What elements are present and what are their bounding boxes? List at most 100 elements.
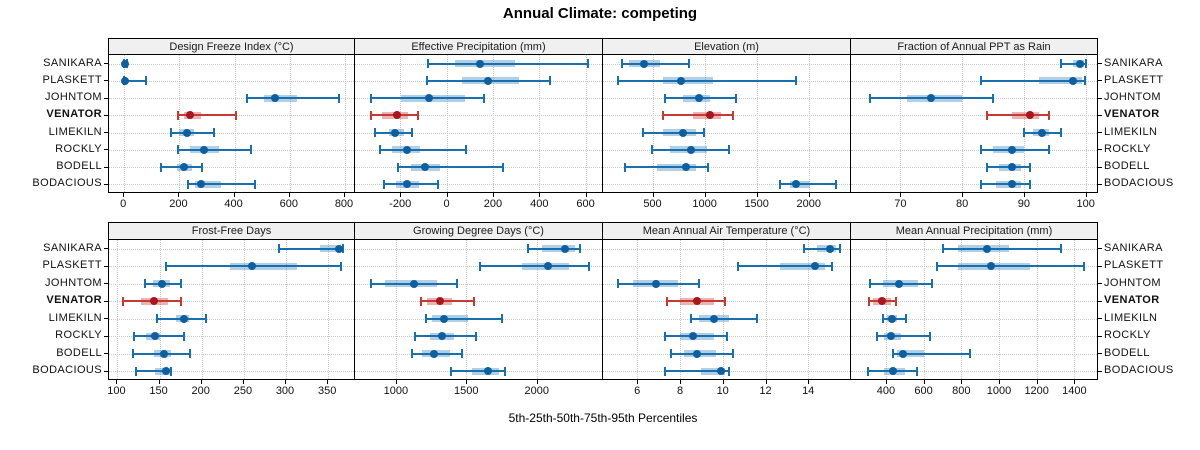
gridline-v (637, 240, 639, 379)
gridline-v (680, 240, 681, 379)
gridline-h (109, 167, 354, 169)
percentile-whisker-5-95 (170, 131, 214, 134)
x-tick-label: 800 (952, 385, 971, 397)
whisker-cap-5th (650, 145, 653, 155)
x-tick-label: 0 (443, 198, 450, 210)
gridline-v (124, 55, 126, 192)
y-axis-tick-right (1098, 370, 1102, 372)
whisker-cap-5th (527, 244, 530, 254)
percentile-whisker-5-95 (737, 265, 832, 268)
panel-plot-area (355, 240, 603, 380)
whisker-cap-5th (670, 349, 673, 359)
whisker-cap-95th (1084, 59, 1087, 69)
site-label-right: JOHNTOM (1104, 276, 1161, 289)
x-axis-tick (722, 380, 724, 384)
percentile-whisker-5-95 (420, 300, 474, 303)
site-label-left: LIMEKILN (48, 125, 102, 138)
gridline-h (355, 283, 602, 285)
x-axis-tick (1036, 380, 1038, 384)
gridline-v (900, 55, 902, 192)
median-dot (693, 349, 702, 358)
site-label-left: VENATOR (46, 294, 102, 307)
x-axis-tick (652, 193, 654, 197)
median-dot (898, 349, 907, 358)
gridline-v (446, 55, 448, 192)
median-dot (402, 180, 411, 189)
gridline-v (961, 240, 963, 379)
median-dot (1007, 180, 1016, 189)
percentile-whisker-5-95 (936, 265, 1084, 268)
gridline-h (109, 63, 354, 65)
whisker-cap-95th (703, 128, 706, 138)
whisker-cap-95th (473, 296, 476, 306)
gridline-h (851, 80, 1097, 82)
whisker-cap-5th (736, 261, 739, 271)
whisker-cap-5th (132, 349, 135, 359)
gridline-h (851, 184, 1097, 186)
x-axis-tick (765, 380, 767, 384)
median-dot (392, 111, 401, 120)
gridline-v (286, 240, 287, 379)
whisker-cap-95th (417, 110, 420, 120)
gridline-v (999, 240, 1000, 379)
site-label-left: JOHNTOM (45, 276, 102, 289)
whisker-cap-95th (968, 349, 971, 359)
site-label-left: BODELL (56, 160, 102, 173)
whisker-cap-95th (1082, 261, 1085, 271)
gridline-v (585, 55, 587, 192)
whisker-cap-5th (135, 366, 137, 376)
gridline-v (492, 55, 494, 192)
median-dot (180, 314, 188, 323)
x-axis-tick (466, 380, 468, 384)
whisker-cap-95th (698, 279, 701, 289)
gridline-h (109, 353, 354, 355)
x-axis-tick (200, 380, 202, 384)
y-axis-tick-right (1098, 166, 1102, 168)
whisker-cap-95th (895, 296, 898, 306)
x-tick-label: 1000 (383, 385, 409, 397)
median-dot (159, 349, 168, 358)
x-axis-tick (395, 380, 397, 384)
y-axis-tick-right (1098, 114, 1102, 116)
percentile-whisker-5-95 (665, 370, 730, 373)
whisker-cap-5th (1022, 128, 1025, 138)
gridline-v (962, 55, 964, 192)
gridline-h (603, 266, 850, 268)
percentile-whisker-5-95 (178, 148, 252, 151)
median-dot (1069, 76, 1078, 85)
gridline-h (603, 283, 850, 285)
whisker-cap-5th (397, 162, 400, 172)
site-label-left: JOHNTOM (45, 91, 102, 104)
x-tick-label: 0 (120, 198, 127, 210)
gridline-h (355, 132, 602, 134)
site-label-left: BODACIOUS (32, 364, 102, 377)
x-axis-tick (539, 193, 541, 197)
y-axis-tick-left (104, 318, 108, 320)
x-tick-label: 200 (169, 198, 188, 210)
gridline-v (400, 55, 402, 192)
median-dot (410, 279, 419, 288)
site-label-right: PLASKETT (1104, 259, 1164, 272)
whisker-cap-95th (179, 296, 182, 306)
y-axis-tick-left (104, 370, 108, 372)
whisker-cap-5th (186, 179, 189, 189)
gridline-h (109, 248, 354, 250)
whisker-cap-5th (881, 314, 884, 324)
median-dot (887, 314, 896, 323)
whisker-cap-5th (779, 179, 782, 189)
whisker-cap-5th (979, 179, 982, 189)
whisker-cap-95th (144, 76, 147, 86)
percentile-whisker-5-95 (380, 148, 467, 151)
x-axis-tick (900, 193, 902, 197)
whisker-cap-95th (587, 261, 590, 271)
x-axis-tick (1023, 193, 1025, 197)
x-axis-tick (885, 380, 887, 384)
whisker-cap-5th (370, 110, 373, 120)
median-dot (639, 59, 648, 68)
y-axis-tick-left (104, 97, 108, 99)
median-dot (810, 262, 819, 271)
percentile-whisker-5-95 (625, 166, 709, 169)
whisker-cap-95th (1047, 110, 1050, 120)
gridline-h (355, 336, 602, 338)
percentile-whisker-5-95 (426, 317, 502, 320)
